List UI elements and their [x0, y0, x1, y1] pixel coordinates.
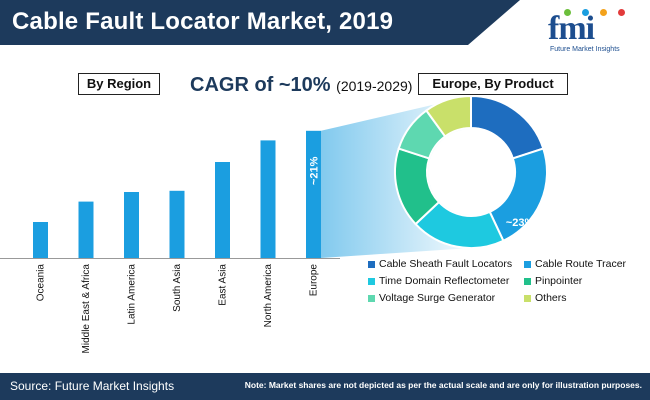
x-tick-label: Oceania — [36, 264, 47, 302]
axis-baseline — [0, 258, 340, 259]
donut-annotation: ~23% — [506, 217, 535, 229]
legend-label: Pinpointer — [535, 275, 583, 287]
logo-dot-orange — [600, 9, 607, 16]
page-title: Cable Fault Locator Market, 2019 — [12, 8, 394, 35]
bar-middle-east-africa — [78, 201, 94, 258]
legend-label: Time Domain Reflectometer — [379, 275, 510, 287]
bar-south-asia — [169, 190, 185, 258]
product-label: Europe, By Product — [418, 73, 568, 95]
x-tick-label: East Asia — [218, 264, 229, 306]
legend-item: Cable Route Tracer — [524, 258, 626, 270]
legend-item: Pinpointer — [524, 275, 582, 287]
legend-item: Time Domain Reflectometer — [368, 275, 509, 287]
bar-oceania — [33, 222, 48, 258]
legend-swatch — [368, 294, 375, 302]
bar-annotation: ~21% — [309, 156, 321, 185]
legend-item: Others — [524, 292, 567, 304]
bar-east-asia — [215, 162, 230, 258]
cagr-value: CAGR of ~10% — [190, 74, 331, 96]
cagr-text: CAGR of ~10% (2019-2029) — [190, 74, 412, 97]
title-band — [0, 0, 520, 45]
legend-item: Cable Sheath Fault Locators — [368, 258, 512, 270]
footer: Source: Future Market Insights Note: Mar… — [0, 373, 650, 400]
legend-label: Voltage Surge Generator — [379, 292, 496, 304]
logo-text: fmi — [548, 10, 595, 47]
source-text: Source: Future Market Insights — [10, 379, 175, 393]
bar-europe — [306, 130, 321, 258]
x-tick-label: South Asia — [172, 264, 183, 312]
legend-swatch — [524, 260, 531, 268]
legend-swatch — [524, 294, 531, 302]
legend-swatch — [368, 277, 375, 285]
logo-dot-green — [564, 9, 571, 16]
donut-hole — [428, 129, 514, 215]
logo-dot-blue — [582, 9, 589, 16]
x-tick-label: Europe — [309, 264, 320, 297]
legend-label: Others — [535, 292, 567, 304]
note-text: Note: Market shares are not depicted as … — [244, 380, 642, 390]
legend-item: Voltage Surge Generator — [368, 292, 495, 304]
header: Cable Fault Locator Market, 2019 fmi Fut… — [0, 0, 650, 55]
x-tick-label: North America — [263, 264, 274, 328]
legend-swatch — [368, 260, 375, 268]
bar-north-america — [260, 140, 276, 258]
region-label: By Region — [78, 73, 160, 95]
legend-swatch — [524, 277, 531, 285]
fmi-logo: fmi Future Market Insights — [548, 6, 640, 56]
legend-label: Cable Sheath Fault Locators — [379, 258, 513, 270]
x-tick-label: Middle East & Africa — [81, 264, 92, 354]
cagr-years: (2019-2029) — [336, 78, 413, 94]
donut-slice-others — [424, 94, 472, 138]
x-tick-label: Latin America — [127, 264, 138, 325]
legend-label: Cable Route Tracer — [535, 258, 627, 270]
logo-subtitle: Future Market Insights — [550, 46, 620, 53]
bar-latin-america — [124, 192, 139, 258]
logo-dot-red — [618, 9, 625, 16]
